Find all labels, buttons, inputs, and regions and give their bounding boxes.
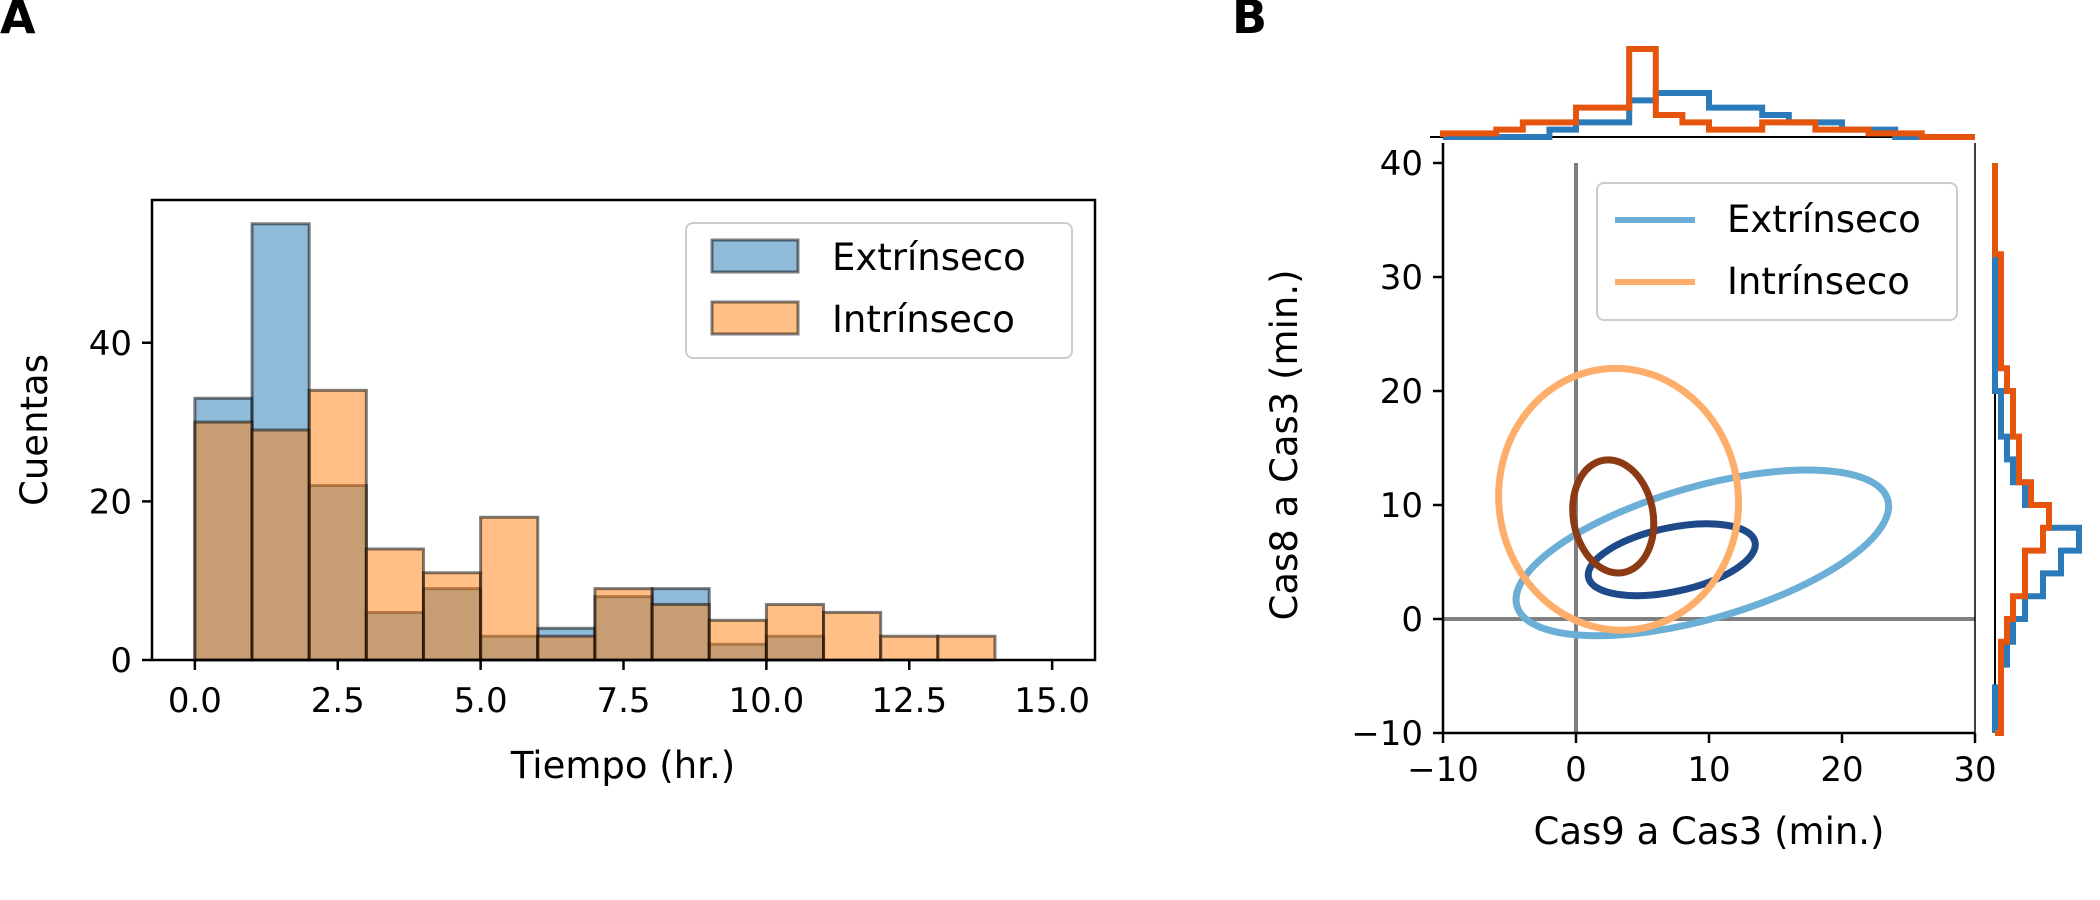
- x-tick-label: 20: [1820, 750, 1863, 790]
- intrinsic-bar: [364, 547, 425, 662]
- y-tick-label: 0: [110, 641, 132, 681]
- intrinsic-bar: [479, 515, 540, 662]
- intrinsic-bar: [707, 618, 768, 662]
- intrinsic-bar: [879, 634, 940, 662]
- intrinsic-bar: [250, 428, 311, 662]
- x-ticks-a: 0.0 2.5 5.0 7.5 10.0 12.5 15.0: [168, 660, 1090, 721]
- intrinsic-bar: [936, 634, 997, 662]
- y-tick-label: 30: [1380, 258, 1423, 298]
- intrinsic-bar: [536, 634, 597, 662]
- legend-swatch-intrinsic: [710, 300, 800, 336]
- x-axis-label-b: Cas9 a Cas3 (min.): [1533, 810, 1884, 853]
- y-tick-label: 10: [1380, 486, 1423, 526]
- panel-letter-b: B: [1232, 0, 1267, 44]
- legend-swatch-extrinsic: [710, 238, 800, 274]
- x-tick-label: −10: [1407, 750, 1479, 790]
- y-ticks-b: −10 0 10 20 30 40: [1351, 144, 1443, 754]
- extrinsic-contour: [1584, 520, 1759, 600]
- intrinsic-bar: [307, 388, 368, 662]
- intrinsic-contour: [1495, 364, 1742, 634]
- y-axis-label-a: Cuentas: [13, 354, 56, 506]
- histogram-panel-a: 0.0 2.5 5.0 7.5 10.0 12.5 15.0 0 20 40 Tiempo (h…: [13, 198, 1097, 787]
- legend-label-intrinsic: Intrínseco: [832, 298, 1015, 341]
- legend-a: Extrínseco Intrínseco: [685, 222, 1073, 359]
- legend-label-extrinsic-b: Extrínseco: [1727, 198, 1921, 241]
- legend-b: Extrínseco Intrínseco: [1596, 182, 1958, 321]
- x-tick-label: 10.0: [729, 681, 805, 721]
- y-tick-label: 20: [89, 482, 132, 522]
- intrinsic-contour: [1569, 456, 1658, 577]
- intrinsic-bar: [593, 587, 654, 662]
- contours: [1495, 364, 1893, 640]
- x-tick-label: 10: [1687, 750, 1730, 790]
- x-tick-label: 12.5: [871, 681, 947, 721]
- extrinsic-contour: [1512, 466, 1893, 640]
- intrinsic-bar: [421, 571, 483, 662]
- x-tick-label: 0.0: [168, 681, 222, 721]
- contour-panel-b: −10 0 10 20 30 −10 0 10 20 30 40 Cas9 a Cas3 (min…: [1263, 46, 2082, 853]
- y-tick-label: −10: [1351, 714, 1423, 754]
- intrinsic-bar: [764, 602, 826, 662]
- x-tick-label: 5.0: [454, 681, 508, 721]
- x-axis-label-a: Tiempo (hr.): [510, 744, 735, 787]
- legend-label-intrinsic-b: Intrínseco: [1727, 260, 1910, 303]
- x-tick-label: 2.5: [311, 681, 365, 721]
- panel-letter-a: A: [0, 0, 36, 44]
- marginal-x-extrinsic-step: [1443, 90, 1975, 140]
- marginal-y-histogram: [1992, 163, 2082, 736]
- x-tick-label: 0: [1565, 750, 1587, 790]
- y-tick-label: 20: [1380, 372, 1423, 412]
- y-tick-label: 0: [1401, 600, 1423, 640]
- intrinsic-bars: [193, 388, 997, 662]
- marginal-x-intrinsic-step: [1440, 46, 1975, 140]
- intrinsic-bar: [650, 602, 711, 662]
- x-ticks-b: −10 0 10 20 30: [1407, 733, 1997, 790]
- y-axis-label-b: Cas8 a Cas3 (min.): [1263, 269, 1306, 620]
- x-tick-label: 7.5: [596, 681, 650, 721]
- marginal-y-intrinsic-step: [1992, 163, 2052, 736]
- legend-label-extrinsic: Extrínseco: [832, 236, 1026, 279]
- marginal-y-extrinsic-step: [1992, 163, 2082, 733]
- intrinsic-bar: [822, 610, 883, 662]
- x-tick-label: 30: [1953, 750, 1996, 790]
- y-tick-label: 40: [89, 324, 132, 364]
- x-tick-label: 15.0: [1014, 681, 1090, 721]
- intrinsic-bar: [193, 420, 254, 662]
- y-tick-label: 40: [1380, 144, 1423, 184]
- y-ticks-a: 0 20 40: [89, 324, 152, 681]
- marginal-x-histogram: [1430, 46, 1975, 140]
